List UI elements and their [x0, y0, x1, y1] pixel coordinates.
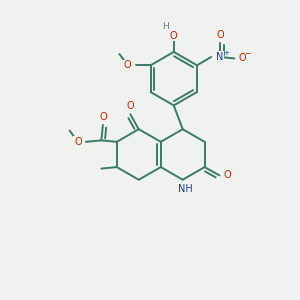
- Text: O: O: [238, 53, 246, 64]
- Text: O: O: [216, 30, 224, 40]
- Text: O: O: [99, 112, 107, 122]
- Text: H: H: [162, 22, 169, 31]
- Text: +: +: [223, 50, 229, 56]
- Text: O: O: [124, 60, 131, 70]
- Text: N: N: [216, 52, 224, 62]
- Text: NH: NH: [178, 184, 192, 194]
- Text: −: −: [244, 50, 251, 58]
- Text: O: O: [224, 170, 232, 180]
- Text: O: O: [74, 137, 82, 147]
- Text: O: O: [127, 101, 134, 111]
- Text: O: O: [170, 31, 178, 40]
